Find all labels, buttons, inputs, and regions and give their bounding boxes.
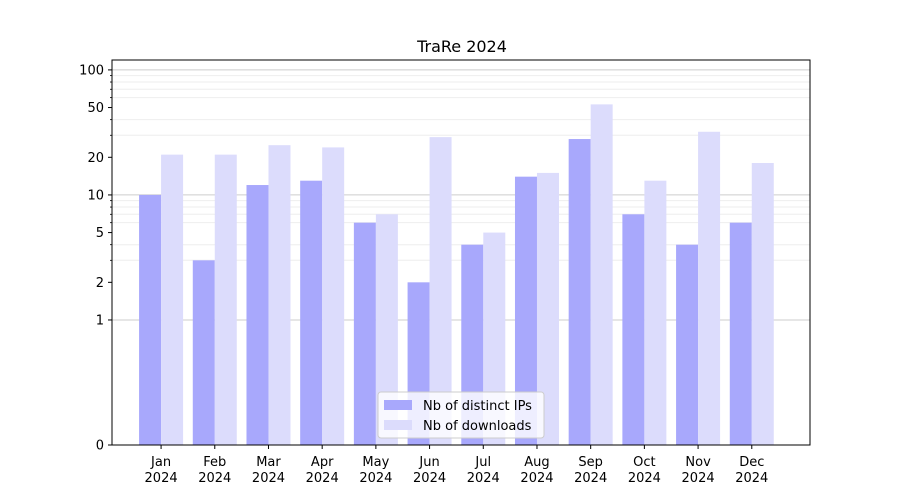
y-tick-label: 50: [87, 101, 104, 116]
bar-distinct-ips: [246, 185, 269, 445]
bar-distinct-ips: [353, 222, 376, 445]
x-tick-label: Jul: [474, 455, 491, 470]
x-tick-label: 2024: [628, 471, 661, 486]
x-tick-label: Feb: [203, 455, 226, 470]
x-tick-label: Jun: [418, 455, 439, 470]
x-tick-label: Mar: [256, 455, 281, 470]
x-tick-label: 2024: [359, 471, 392, 486]
axes: Jan2024Feb2024Mar2024Apr2024May2024Jun20…: [79, 59, 811, 486]
bar-distinct-ips: [192, 260, 215, 445]
x-tick-label: 2024: [467, 471, 500, 486]
y-tick-label: 2: [96, 276, 104, 291]
bar-downloads: [429, 137, 452, 445]
chart-title: TraRe 2024: [416, 37, 507, 56]
x-tick-label: 2024: [145, 471, 178, 486]
bar-distinct-ips: [729, 222, 752, 445]
legend-label: Nb of downloads: [423, 419, 532, 434]
bar-distinct-ips: [514, 176, 537, 445]
legend-box: [377, 391, 545, 439]
legend-label: Nb of distinct IPs: [423, 399, 532, 414]
x-tick-label: 2024: [574, 471, 607, 486]
bar-distinct-ips: [139, 194, 162, 445]
bar-distinct-ips: [676, 244, 699, 445]
bar-downloads: [536, 172, 559, 445]
x-tick-label: Nov: [685, 455, 711, 470]
bar-downloads: [375, 214, 398, 445]
y-tick-label: 5: [96, 226, 104, 241]
x-tick-label: 2024: [252, 471, 285, 486]
bar-downloads: [214, 154, 237, 446]
plot-frame: [111, 59, 811, 446]
bar-downloads: [268, 145, 291, 445]
bar-downloads: [751, 163, 774, 445]
y-tick-label: 0: [96, 439, 104, 454]
x-tick-label: Oct: [633, 455, 655, 470]
bar-downloads: [161, 154, 184, 446]
x-tick-label: Dec: [739, 455, 764, 470]
bar-downloads: [590, 104, 613, 445]
x-tick-label: 2024: [520, 471, 553, 486]
bar-downloads: [644, 180, 667, 445]
x-tick-label: Jan: [150, 455, 171, 470]
bar-downloads: [698, 131, 721, 445]
bar-distinct-ips: [622, 214, 645, 445]
x-tick-label: 2024: [682, 471, 715, 486]
y-tick-label: 1: [96, 313, 104, 328]
x-tick-label: May: [362, 455, 389, 470]
legend: Nb of distinct IPs Nb of downloads: [377, 391, 545, 439]
x-tick-label: 2024: [306, 471, 339, 486]
y-tick-label: 10: [87, 188, 104, 203]
x-tick-label: Aug: [524, 455, 549, 470]
y-tick-label: 20: [87, 151, 104, 166]
bar-distinct-ips: [300, 180, 323, 445]
bar-distinct-ips: [568, 139, 591, 445]
legend-swatch: [384, 420, 412, 430]
x-tick-label: 2024: [413, 471, 446, 486]
x-tick-label: Sep: [578, 455, 603, 470]
y-tick-label: 100: [79, 63, 104, 78]
x-tick-label: Apr: [311, 455, 334, 470]
bar-downloads: [322, 147, 345, 446]
legend-swatch: [384, 400, 412, 410]
x-tick-label: 2024: [735, 471, 768, 486]
x-tick-label: 2024: [198, 471, 231, 486]
